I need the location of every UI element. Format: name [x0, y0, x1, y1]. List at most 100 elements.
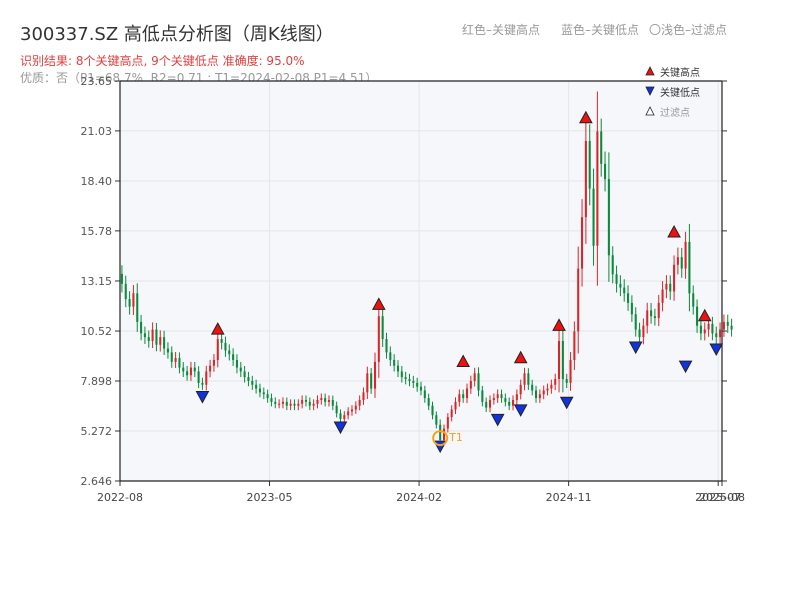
candle-body	[611, 255, 614, 275]
candle-body	[546, 388, 549, 391]
candle-body	[396, 365, 400, 372]
legend-blue-key-low: 蓝色–关键低点	[561, 23, 640, 37]
candle-body	[193, 367, 196, 372]
candle-body	[696, 306, 699, 326]
x-tick-label: 2022-08	[97, 491, 143, 504]
legend-filtered: 〇浅色–过滤点	[649, 23, 728, 37]
candle-body	[508, 401, 511, 406]
candle-body	[304, 399, 308, 402]
candle-body	[370, 373, 373, 389]
candle-body	[159, 337, 162, 345]
candle-body	[232, 354, 235, 360]
candle-body	[174, 358, 177, 362]
candle-body	[335, 405, 338, 414]
candle-body	[485, 401, 488, 408]
legend-low-label: 关键低点	[660, 86, 700, 99]
markers-group: T1	[195, 110, 724, 454]
key-low-marker	[513, 404, 528, 417]
candle-body	[607, 179, 610, 256]
key-high-marker	[513, 350, 528, 364]
candle-body	[588, 140, 591, 189]
candle-body	[519, 384, 522, 395]
candle-body	[550, 384, 553, 389]
y-tick-label: 23.65	[81, 75, 113, 88]
candle-body	[339, 413, 342, 420]
candle-body	[262, 392, 265, 395]
key-low-marker	[559, 396, 574, 410]
candle-body	[416, 382, 419, 387]
candle-body	[258, 388, 261, 393]
candle-body	[558, 340, 561, 380]
candle-body	[212, 359, 215, 366]
candle-body	[500, 394, 503, 399]
candle-body	[308, 401, 311, 406]
candle-body	[285, 401, 288, 406]
candle-body	[235, 359, 238, 368]
candle-body	[661, 289, 664, 303]
candle-body	[431, 405, 434, 416]
y-tick-label: 21.03	[81, 125, 113, 138]
candle-body	[316, 399, 319, 404]
candle-body	[561, 340, 564, 380]
legend-red-key-high: 红色–关键高点	[462, 23, 541, 37]
candle-body	[538, 394, 541, 399]
candle-body	[320, 398, 323, 400]
candle-body	[577, 268, 580, 332]
legend-filtered-label: 过滤点	[660, 106, 690, 119]
candle-body	[408, 379, 411, 381]
candle-body	[511, 399, 515, 406]
key-low-marker	[709, 343, 724, 356]
candle-body	[450, 409, 453, 418]
x-tick-label: 2025-07	[695, 491, 741, 504]
candle-body	[243, 371, 246, 378]
candle-body	[442, 428, 446, 440]
candle-body	[650, 310, 653, 317]
key-low-marker	[333, 421, 348, 435]
candle-body	[366, 373, 369, 393]
candle-body	[404, 377, 407, 380]
candle-body	[657, 302, 660, 319]
candle-body	[220, 339, 223, 343]
candle-body	[301, 399, 304, 404]
legend-high-label: 关键高点	[660, 66, 700, 79]
candle-body	[730, 325, 733, 330]
candle-body	[565, 379, 568, 383]
candle-body	[454, 401, 457, 410]
candle-body	[143, 333, 146, 338]
key-high-marker	[210, 322, 225, 335]
candle-body	[703, 329, 706, 334]
candle-body	[435, 415, 438, 425]
candle-body	[604, 163, 607, 180]
candle-body	[465, 388, 469, 399]
candle-body	[722, 321, 725, 330]
candle-body	[692, 293, 695, 307]
candle-body	[278, 403, 281, 405]
candle-body	[189, 367, 192, 376]
candle-body	[673, 264, 676, 292]
candle-body	[239, 367, 242, 372]
candle-body	[592, 188, 595, 246]
x-tick-label: 2025-08	[699, 491, 745, 504]
key-high-marker	[579, 110, 593, 124]
candle-body	[266, 394, 269, 399]
candle-body	[669, 283, 672, 292]
candle-body	[182, 367, 185, 372]
candle-body	[163, 337, 166, 349]
candle-body	[688, 241, 691, 294]
x-tick-label: 2024-02	[396, 491, 442, 504]
x-tick-label: 2024-11	[546, 491, 592, 504]
candle-body	[347, 411, 350, 416]
candle-body	[596, 131, 599, 246]
candle-body	[205, 371, 208, 385]
candle-body	[707, 323, 710, 330]
candle-body	[699, 325, 702, 334]
candle-body	[504, 398, 507, 402]
key-high-marker	[371, 297, 386, 310]
candle-body	[331, 399, 334, 406]
candle-body	[289, 403, 292, 406]
candle-body	[665, 283, 668, 290]
candle-body	[178, 358, 181, 368]
candle-body	[170, 352, 173, 362]
candle-body	[615, 274, 618, 284]
candle-body	[151, 329, 154, 341]
